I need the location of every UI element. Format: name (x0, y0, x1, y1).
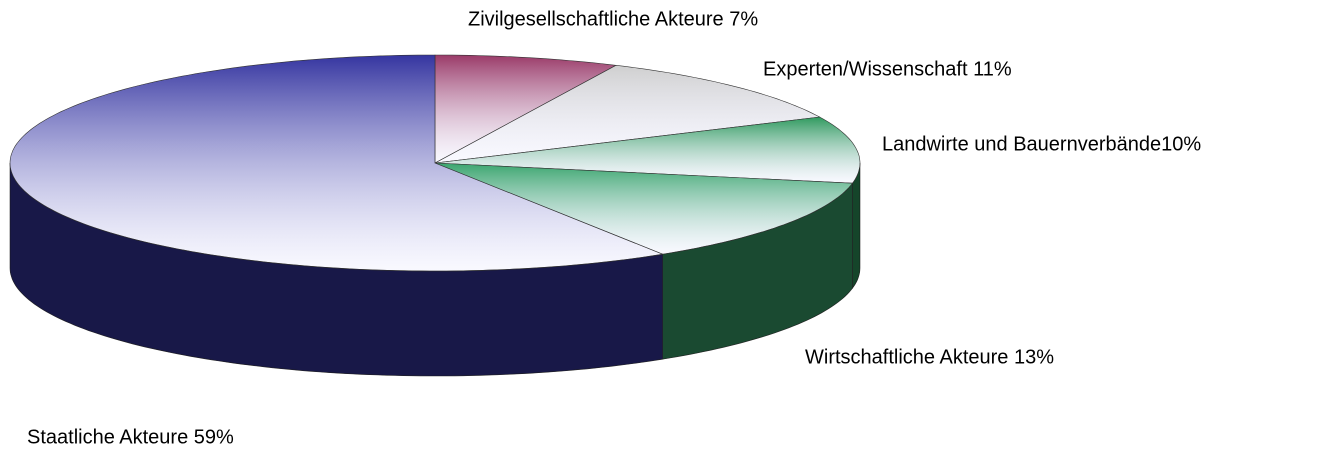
slice-label: Zivilgesellschaftliche Akteure 7% (468, 8, 758, 30)
slice-label: Wirtschaftliche Akteure 13% (805, 346, 1054, 368)
slice-label: Experten/Wissenschaft 11% (763, 58, 1012, 80)
side-shade (10, 163, 663, 376)
slice (434, 64, 821, 164)
slice (434, 54, 617, 164)
slice (434, 116, 861, 184)
slice-label: Staatliche Akteure 59% (27, 426, 234, 448)
slice (434, 162, 854, 255)
side-shade (662, 183, 853, 360)
slice-label: Landwirte und Bauernverbände10% (882, 133, 1201, 155)
slice (9, 54, 664, 272)
side-shade (852, 163, 860, 289)
